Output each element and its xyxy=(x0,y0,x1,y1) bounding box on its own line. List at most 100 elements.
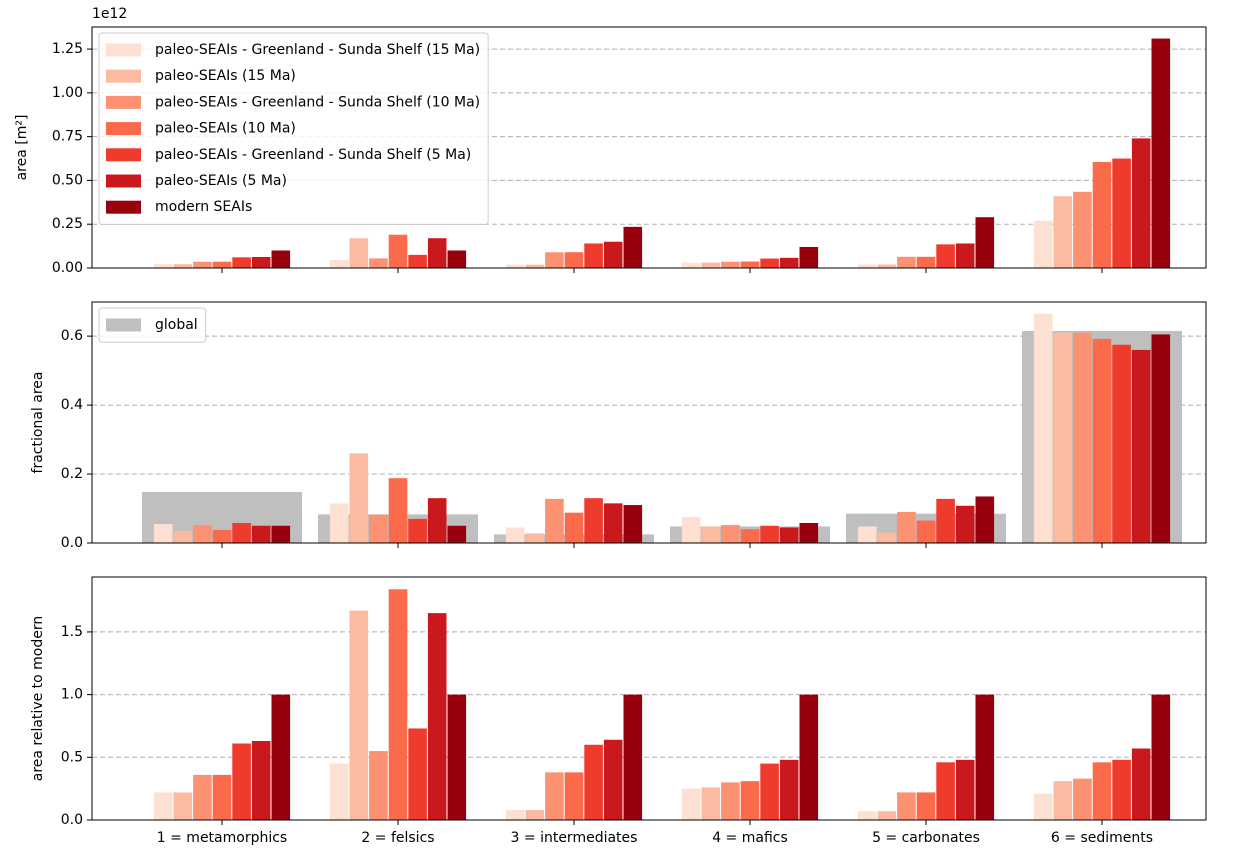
bar xyxy=(505,264,525,268)
bar xyxy=(916,520,936,543)
y-tick-label: 0.25 xyxy=(52,216,83,232)
bar xyxy=(545,772,564,820)
bar xyxy=(701,262,721,268)
axes-frame xyxy=(91,301,1207,544)
legend-swatch xyxy=(106,43,141,57)
bar xyxy=(153,264,173,268)
bar xyxy=(1033,220,1053,268)
bar xyxy=(212,529,232,543)
y-tick-label: 1.25 xyxy=(52,41,83,57)
bar xyxy=(369,258,388,268)
bar xyxy=(897,511,916,543)
legend-swatch xyxy=(106,200,141,214)
bar xyxy=(857,264,877,268)
y-tick-label: 0.00 xyxy=(52,260,83,276)
bar xyxy=(193,525,212,543)
x-tick-label: 3 = intermediates xyxy=(511,830,638,846)
legend: paleo-SEAIs - Greenland - Sunda Shelf (1… xyxy=(98,32,489,225)
bar xyxy=(271,250,291,268)
x-tick-label: 1 = metamorphics xyxy=(157,830,287,846)
bar xyxy=(916,792,936,820)
bar xyxy=(1073,191,1092,268)
bar xyxy=(505,809,525,820)
bar xyxy=(388,234,408,268)
bar xyxy=(760,525,779,543)
bar xyxy=(349,610,369,820)
bar xyxy=(251,256,271,268)
bar xyxy=(427,498,447,543)
bar xyxy=(721,782,740,820)
axes-frame xyxy=(91,576,1207,821)
y-tick-label: 1.00 xyxy=(52,85,83,101)
bar xyxy=(955,505,975,543)
bar xyxy=(349,453,369,543)
x-tick-label: 4 = mafics xyxy=(712,830,788,846)
legend-swatch xyxy=(106,174,141,188)
bar xyxy=(564,252,584,268)
bar xyxy=(271,694,291,820)
bar xyxy=(721,525,740,543)
bar xyxy=(232,743,251,820)
legend-swatch xyxy=(106,69,141,83)
bar xyxy=(779,257,799,268)
legend-box xyxy=(98,32,489,225)
bar xyxy=(1033,313,1053,543)
legend-box xyxy=(98,307,207,343)
legend-label: paleo-SEAIs (5 Ma) xyxy=(155,173,287,189)
y-tick-label: 0.4 xyxy=(61,397,83,413)
bar xyxy=(173,792,193,820)
legend-label: paleo-SEAIs - Greenland - Sunda Shelf (1… xyxy=(155,94,480,110)
bar xyxy=(877,264,897,268)
bar xyxy=(251,741,271,820)
bar xyxy=(779,759,799,820)
bar xyxy=(369,514,388,543)
bar xyxy=(701,787,721,820)
bar xyxy=(1092,162,1112,268)
bar xyxy=(1092,338,1112,543)
y-tick-label: 0.50 xyxy=(52,172,83,188)
bar xyxy=(232,257,251,268)
bar xyxy=(584,243,603,268)
bar xyxy=(173,264,193,268)
bar xyxy=(623,226,643,268)
bar xyxy=(1151,334,1171,543)
bar xyxy=(388,478,408,543)
bar xyxy=(799,694,819,820)
bar xyxy=(447,250,467,268)
bar xyxy=(251,525,271,543)
bar xyxy=(1092,762,1112,820)
x-tick-label: 2 = felsics xyxy=(361,830,434,846)
bar xyxy=(877,532,897,543)
bar xyxy=(623,694,643,820)
y-tick-label: 0.0 xyxy=(61,812,83,828)
bar xyxy=(955,243,975,268)
legend-label: modern SEAIs xyxy=(155,199,252,215)
bar xyxy=(975,496,995,543)
bar xyxy=(936,762,955,820)
bar xyxy=(525,264,545,268)
bar xyxy=(1131,748,1151,820)
legend: global xyxy=(98,307,207,343)
bar xyxy=(1053,196,1073,268)
bar xyxy=(897,792,916,820)
bar xyxy=(877,811,897,820)
bar xyxy=(329,763,349,820)
bar xyxy=(564,772,584,820)
legend-label: paleo-SEAIs (15 Ma) xyxy=(155,68,296,84)
bar xyxy=(916,256,936,268)
bar xyxy=(897,256,916,268)
y-tick-label: 0.2 xyxy=(61,466,83,482)
bar xyxy=(1112,759,1131,820)
legend-label: paleo-SEAIs - Greenland - Sunda Shelf (5… xyxy=(155,147,471,163)
bar xyxy=(447,525,467,543)
bar xyxy=(584,498,603,543)
bar xyxy=(212,261,232,268)
bar xyxy=(408,728,427,820)
legend-swatch xyxy=(106,95,141,109)
bar xyxy=(799,246,819,268)
bar xyxy=(681,788,701,820)
bar xyxy=(349,238,369,268)
bar xyxy=(369,751,388,820)
bar xyxy=(329,503,349,543)
